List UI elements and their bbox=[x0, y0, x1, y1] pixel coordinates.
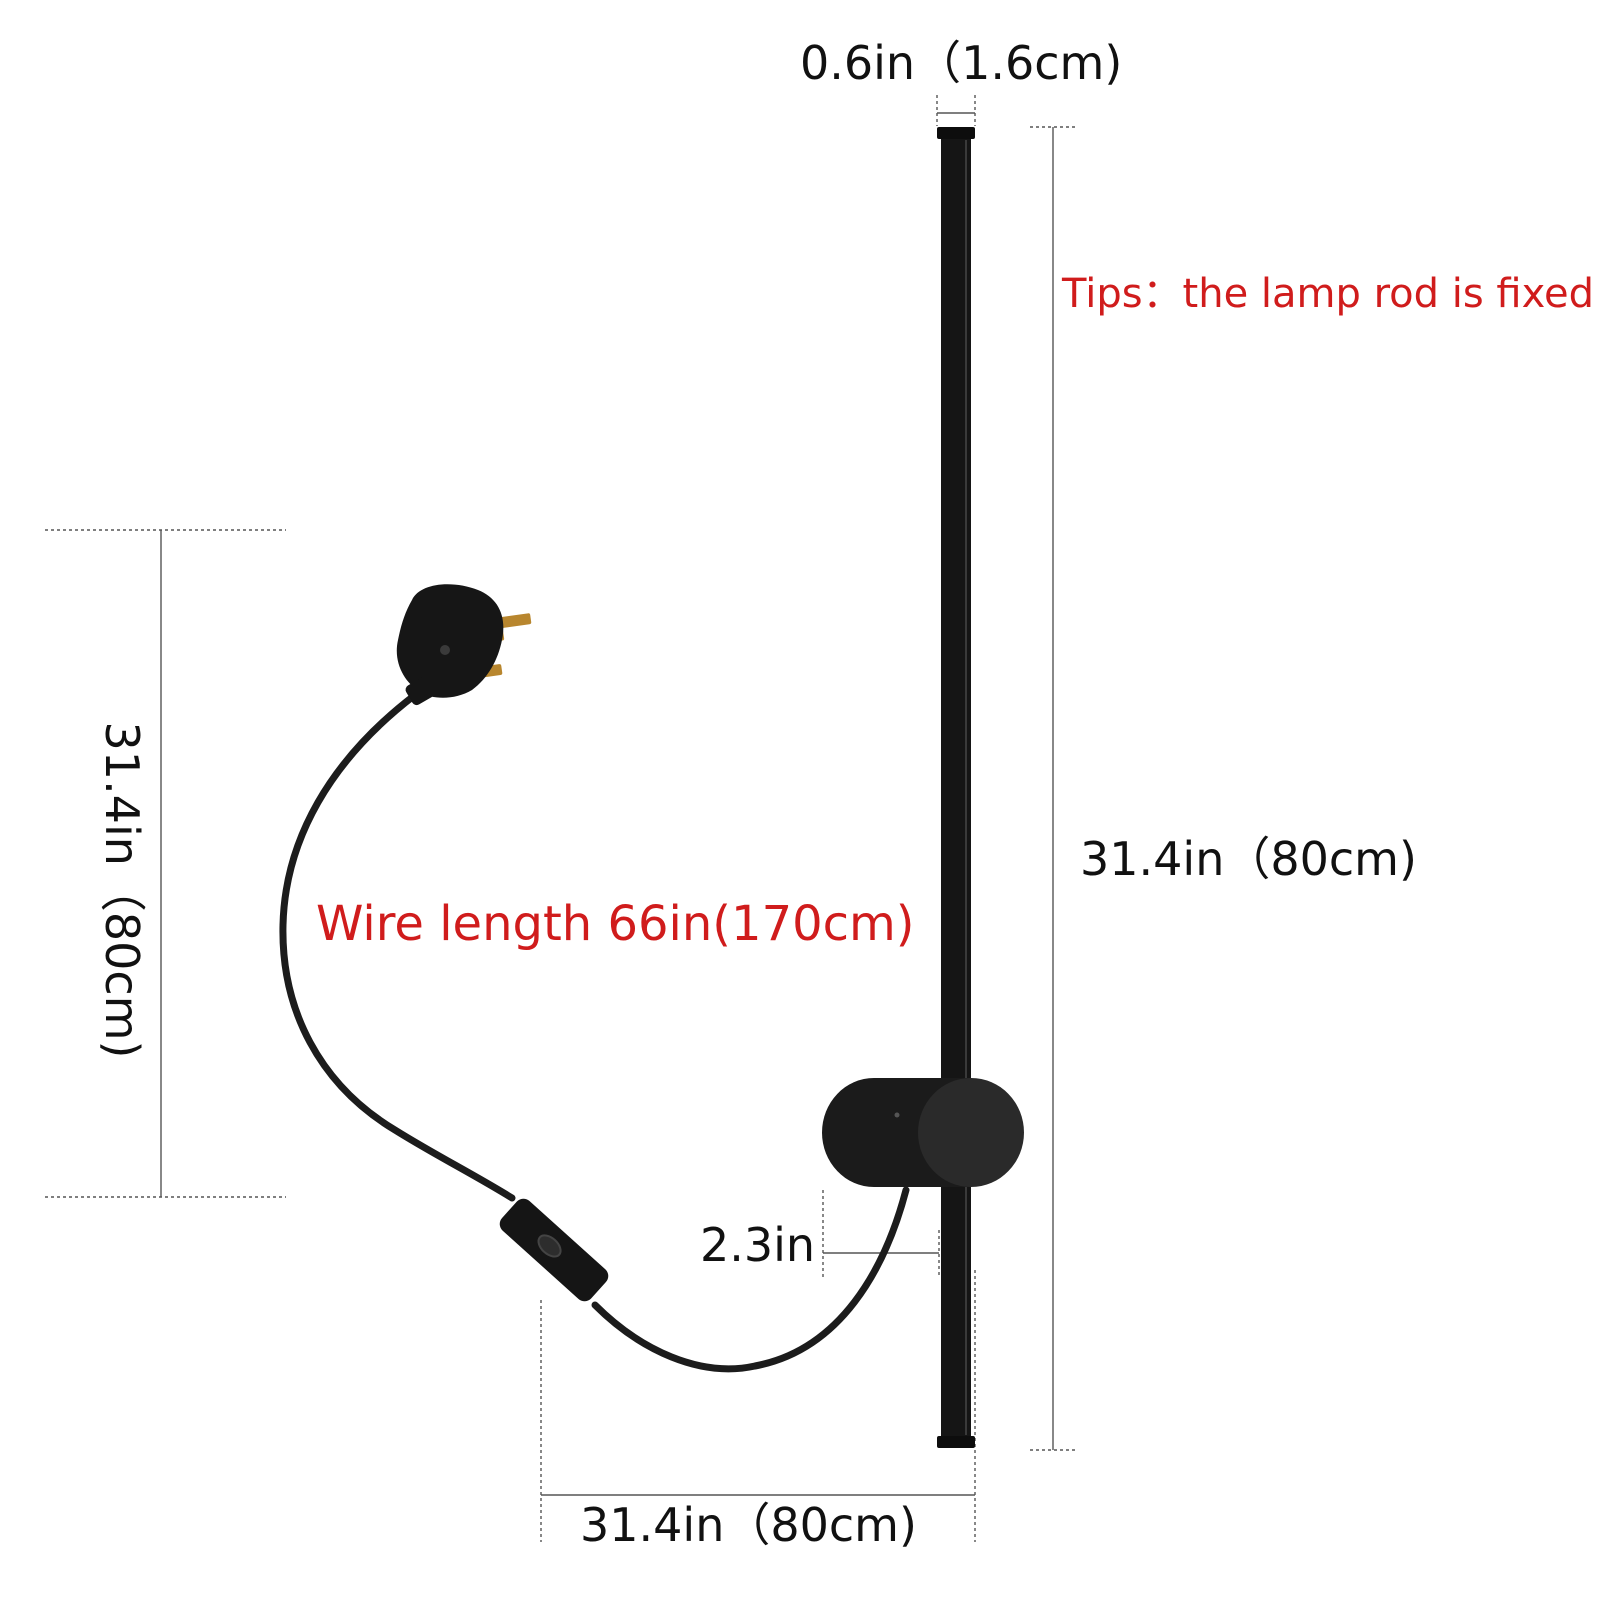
uk-plug-icon bbox=[396, 584, 532, 706]
plug-prong-earth bbox=[494, 613, 532, 629]
rod-top-cap bbox=[937, 127, 975, 139]
rod-length-label: 31.4in（80cm) bbox=[1080, 832, 1417, 886]
height-label: 31.4in（80cm) bbox=[95, 721, 149, 1059]
wire-length-label: Wire length 66in(170cm) bbox=[316, 896, 915, 952]
power-cord-lower bbox=[591, 1186, 910, 1373]
plug-screw bbox=[440, 645, 450, 655]
power-cord-upper bbox=[279, 691, 516, 1202]
mount-pin bbox=[894, 1112, 900, 1118]
tip-label: Tips：the lamp rod is fixed bbox=[1062, 271, 1595, 317]
rod-width-label: 0.6in（1.6cm) bbox=[800, 36, 1123, 90]
dimension-lines bbox=[45, 95, 1077, 1542]
rod-bottom-cap bbox=[937, 1436, 975, 1448]
switch-rocker bbox=[537, 1234, 562, 1258]
overall-width-label: 31.4in（80cm) bbox=[580, 1498, 917, 1552]
lamp-rod-icon bbox=[937, 127, 975, 1448]
base-offset-label: 2.3in bbox=[700, 1218, 816, 1272]
mount-cylinder-face bbox=[918, 1078, 1024, 1187]
wall-mount-icon bbox=[822, 1078, 1024, 1187]
plug-cord-grip bbox=[405, 676, 436, 706]
plug-body bbox=[396, 584, 504, 698]
inline-switch-icon bbox=[499, 1198, 609, 1302]
